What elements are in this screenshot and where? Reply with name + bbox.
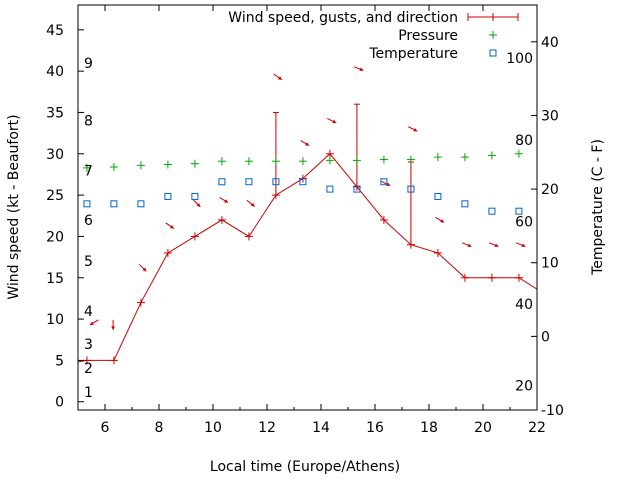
temperature-point — [434, 192, 442, 200]
beaufort-label: 2 — [84, 361, 93, 377]
y2-tick-label: -10 — [541, 403, 564, 419]
y-axis-label: Wind speed (kt - Beaufort) — [6, 114, 22, 299]
wind-direction-arrowhead — [440, 219, 445, 223]
legend-key-pressure — [489, 31, 497, 39]
fahrenheit-label: 60 — [515, 214, 533, 230]
y-tick-label: 0 — [55, 395, 64, 411]
wind-direction-arrowhead — [332, 119, 337, 124]
wind-direction-arrowhead — [142, 267, 147, 272]
temperature-point — [461, 200, 469, 208]
y-tick-label: 20 — [46, 229, 64, 245]
y-tick-label: 40 — [46, 64, 64, 80]
temperature-point — [245, 178, 253, 186]
beaufort-label: 8 — [84, 114, 93, 130]
x-tick-label: 6 — [101, 420, 110, 436]
x-tick-label: 22 — [528, 420, 546, 436]
legend-key-temperature — [489, 49, 497, 57]
temperature-point — [380, 178, 388, 186]
x-tick-label: 16 — [366, 420, 384, 436]
beaufort-label: 3 — [84, 337, 93, 353]
legend-label-temperature: Temperature — [368, 46, 458, 62]
wind-direction-arrowhead — [521, 243, 526, 248]
x-tick-label: 12 — [258, 420, 276, 436]
temperature-point — [191, 192, 199, 200]
temperature-point — [488, 207, 496, 215]
y2-tick-label: 0 — [541, 329, 550, 345]
beaufort-label: 9 — [84, 56, 93, 72]
temperature-point — [272, 178, 280, 186]
wind-direction-arrowhead — [250, 202, 255, 207]
temperature-point — [218, 178, 226, 186]
wind-direction-arrowhead — [169, 224, 174, 229]
fahrenheit-label: 100 — [506, 51, 533, 67]
wind-direction-arrowhead — [89, 321, 94, 325]
y-tick-label: 5 — [55, 353, 64, 369]
wind-direction-arrowhead — [196, 203, 201, 207]
y2-axis-label: Temperature (C - F) — [590, 139, 606, 276]
y-tick-label: 10 — [46, 312, 64, 328]
wind-direction-arrowhead — [224, 199, 229, 203]
temperature-point — [110, 200, 118, 208]
beaufort-label: 7 — [84, 163, 93, 179]
x-tick-label: 20 — [474, 420, 492, 436]
temperature-point — [164, 192, 172, 200]
wind-direction-arrowhead — [494, 243, 499, 248]
axis-layer: 6 8 10 12 14 16 18 20 22051015202530354045-10010… — [46, 5, 564, 436]
x-tick-label: 8 — [155, 420, 164, 436]
fahrenheit-label: 40 — [515, 297, 533, 313]
beaufort-label: 4 — [84, 304, 93, 320]
wind-direction-arrowhead — [277, 76, 282, 80]
legend: Wind speed, gusts, and direction Pressur… — [228, 10, 519, 62]
temperature-point — [299, 178, 307, 186]
y-tick-label: 45 — [46, 23, 64, 39]
fahrenheit-label: 20 — [515, 379, 533, 395]
x-axis-label: Local time (Europe/Athens) — [210, 459, 400, 475]
temperature-point — [515, 207, 523, 215]
y-tick-label: 15 — [46, 271, 64, 287]
temperature-point — [137, 200, 145, 208]
wind-direction-arrowhead — [305, 142, 310, 146]
fahrenheit-label: 80 — [515, 133, 533, 149]
series-group — [78, 66, 537, 365]
x-tick-label: 10 — [204, 420, 222, 436]
legend-label-wind: Wind speed, gusts, and direction — [228, 10, 458, 26]
y-tick-label: 25 — [46, 188, 64, 204]
x-tick-label: 14 — [312, 420, 330, 436]
legend-label-pressure: Pressure — [398, 28, 458, 44]
y2-tick-label: 20 — [541, 182, 559, 198]
beaufort-label: 1 — [84, 385, 93, 401]
y-tick-label: 30 — [46, 147, 64, 163]
wind-direction-arrowhead — [467, 243, 472, 248]
y2-tick-label: 10 — [541, 256, 559, 272]
temperature-point — [407, 185, 415, 193]
y2-tick-label: 30 — [541, 108, 559, 124]
y2-tick-label: 40 — [541, 35, 559, 51]
legend-key-wind — [467, 13, 519, 21]
plot-frame — [77, 4, 538, 411]
wind-direction-arrowhead — [111, 326, 116, 330]
beaufort-label: 6 — [84, 213, 93, 229]
wind-direction-arrowhead — [359, 67, 364, 71]
temperature-point — [83, 200, 91, 208]
wind-speed-line — [78, 153, 537, 363]
beaufort-label: 5 — [84, 254, 93, 270]
x-tick-label: 18 — [420, 420, 438, 436]
temperature-point — [353, 185, 361, 193]
y-tick-label: 35 — [46, 105, 64, 121]
wind-direction-arrowhead — [413, 127, 418, 132]
temperature-point — [326, 185, 334, 193]
plot-layer — [78, 66, 537, 365]
